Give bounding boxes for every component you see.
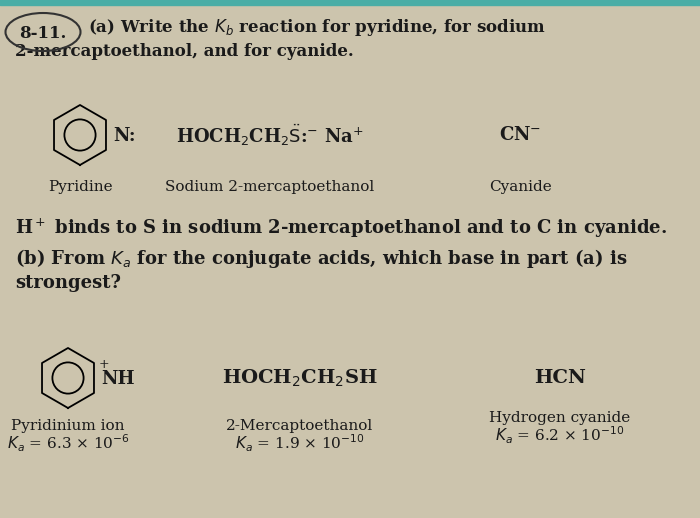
Text: HOCH$_2$CH$_2\ddot{\mathrm{S}}$:$^{-}$ Na$^{+}$: HOCH$_2$CH$_2\ddot{\mathrm{S}}$:$^{-}$ N… (176, 122, 364, 148)
Text: Cyanide: Cyanide (489, 180, 552, 194)
Text: Sodium 2-mercaptoethanol: Sodium 2-mercaptoethanol (165, 180, 374, 194)
Text: HCN: HCN (534, 369, 586, 387)
Text: (a) Write the $K_b$ reaction for pyridine, for sodium: (a) Write the $K_b$ reaction for pyridin… (88, 18, 546, 38)
Text: $K_a$ = 6.3 × 10$^{-6}$: $K_a$ = 6.3 × 10$^{-6}$ (6, 433, 130, 454)
Text: CN$^{-}$: CN$^{-}$ (499, 126, 541, 144)
Text: 2-Mercaptoethanol: 2-Mercaptoethanol (226, 419, 374, 433)
Text: $K_a$ = 1.9 × 10$^{-10}$: $K_a$ = 1.9 × 10$^{-10}$ (235, 433, 365, 454)
Text: (b) From $K_a$ for the conjugate acids, which base in part (a) is: (b) From $K_a$ for the conjugate acids, … (15, 247, 627, 269)
Text: $K_a$ = 6.2 × 10$^{-10}$: $K_a$ = 6.2 × 10$^{-10}$ (496, 424, 624, 445)
Text: 2-mercaptoethanol, and for cyanide.: 2-mercaptoethanol, and for cyanide. (15, 44, 354, 61)
Text: N:: N: (113, 127, 136, 145)
Text: +: + (99, 358, 110, 371)
Text: Pyridinium ion: Pyridinium ion (11, 419, 125, 433)
Text: H$^+$ binds to S in sodium 2-mercaptoethanol and to C in cyanide.: H$^+$ binds to S in sodium 2-mercaptoeth… (15, 217, 667, 240)
Text: Hydrogen cyanide: Hydrogen cyanide (489, 411, 631, 425)
Text: HOCH$_2$CH$_2$SH: HOCH$_2$CH$_2$SH (222, 367, 378, 388)
Text: NH: NH (101, 370, 134, 388)
Text: Pyridine: Pyridine (48, 180, 112, 194)
Text: 8-11.: 8-11. (20, 24, 66, 41)
Text: strongest?: strongest? (15, 274, 121, 292)
